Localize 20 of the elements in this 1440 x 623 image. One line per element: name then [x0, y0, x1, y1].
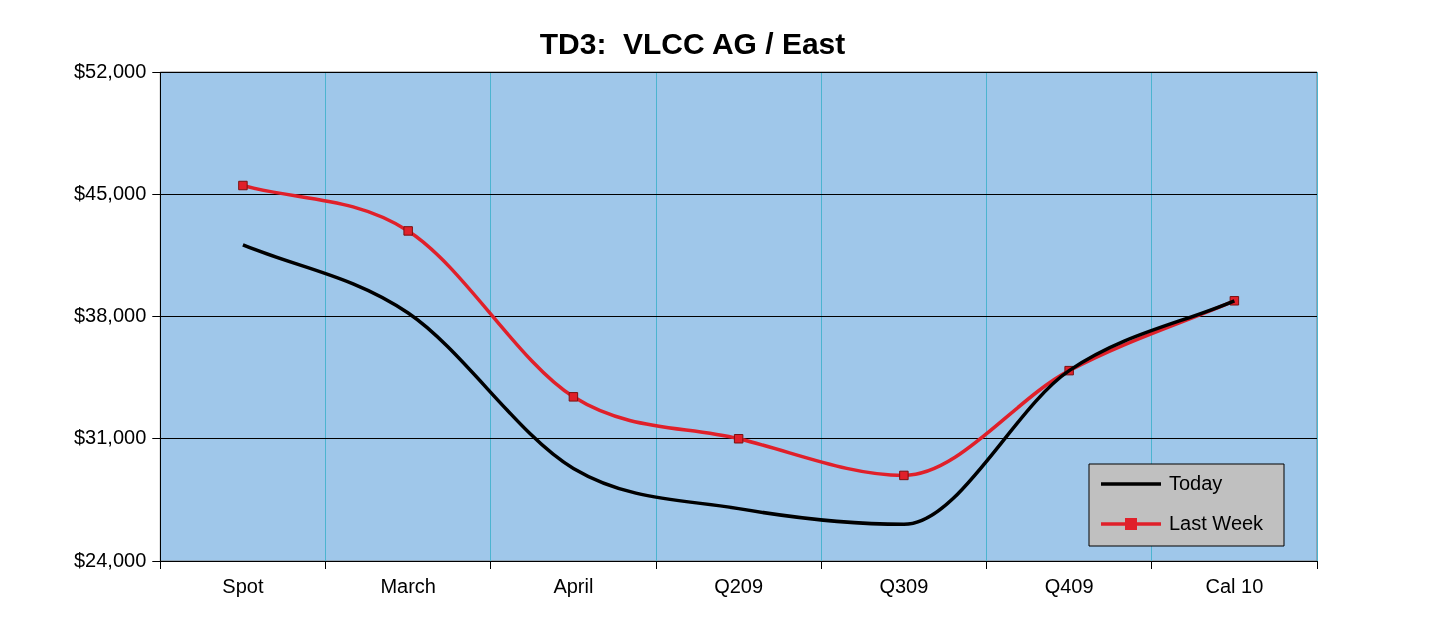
point [733, 434, 744, 444]
chart-title: TD3: VLCC AG / East [539, 27, 846, 61]
y-tick-label: $24,000 [74, 548, 147, 571]
point [568, 392, 579, 402]
x-tick-label: Q309 [879, 574, 929, 597]
x-tick-label: Spot [222, 574, 264, 597]
y-tick-label: $52,000 [74, 59, 147, 82]
x-tick-label: March [380, 574, 436, 597]
point [403, 226, 413, 236]
x-tick-label: Cal 10 [1205, 574, 1264, 597]
legend-label: Last Week [1169, 511, 1265, 534]
y-tick-label: $38,000 [74, 304, 147, 327]
x-tick-label: April [553, 574, 594, 597]
x-tick-label: Q409 [1044, 574, 1094, 597]
x-tick-label: Q209 [714, 574, 764, 597]
y-tick-label: $31,000 [74, 426, 147, 449]
legend-label: Today [1169, 471, 1223, 494]
point [238, 180, 248, 191]
y-tick-label: $45,000 [74, 181, 147, 204]
point [899, 470, 909, 481]
